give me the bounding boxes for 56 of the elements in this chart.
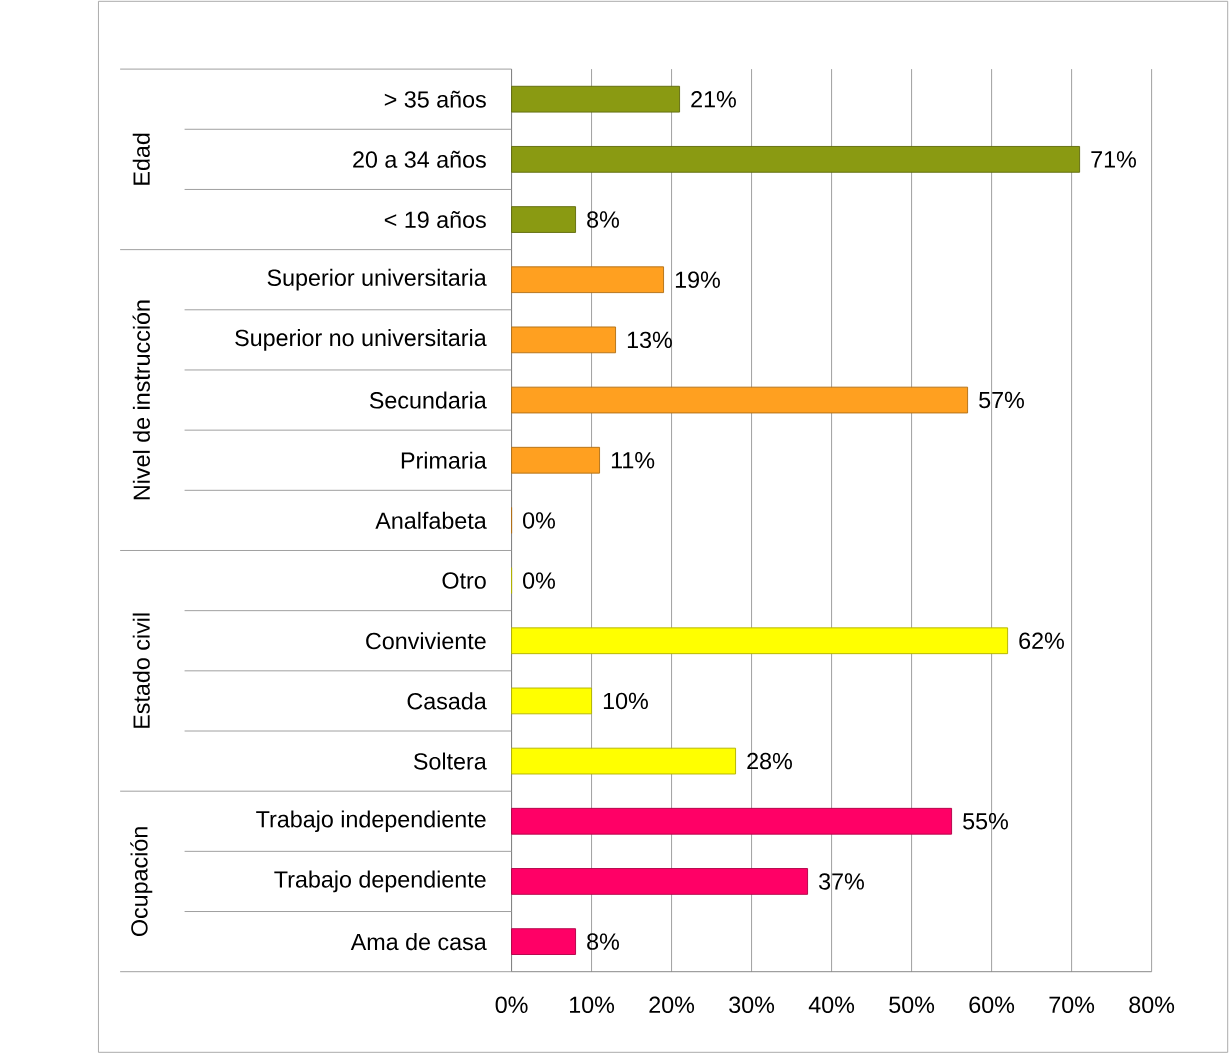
y-tick-label: Trabajo independiente (256, 810, 486, 833)
y-tick-label: < 19 años (384, 211, 486, 229)
y-tick-label: Conviviente (366, 632, 486, 650)
y-tick-label: Secundaria (369, 391, 487, 409)
data-label: 55% (963, 813, 1008, 830)
bar (511, 206, 577, 234)
x-tick-label: 70% (1049, 996, 1095, 1014)
data-label: 0% (523, 512, 555, 529)
bar (511, 266, 665, 294)
bar (511, 747, 737, 775)
data-label: 8% (587, 933, 619, 951)
bar (511, 868, 809, 895)
bar (511, 808, 953, 835)
data-label: 13% (627, 331, 672, 349)
y-tick-label: Otro (442, 572, 486, 589)
data-label: 8% (587, 211, 619, 228)
data-label: 28% (747, 753, 792, 770)
bar (511, 326, 617, 354)
x-tick-label: 10% (570, 996, 615, 1014)
x-tick-label: 20% (649, 996, 695, 1014)
bar (511, 86, 681, 113)
data-label: 0% (523, 572, 555, 589)
text: Estado civil (132, 613, 150, 729)
x-tick-label: 30% (729, 996, 775, 1014)
y-tick-label: Trabajo dependiente (274, 870, 486, 893)
y-tick-label: Casada (407, 692, 487, 710)
data-label: 21% (691, 91, 736, 108)
bar (511, 627, 1009, 655)
bar (511, 928, 577, 956)
bar (511, 146, 1081, 173)
x-tick-label: 80% (1129, 996, 1175, 1014)
x-tick-label: 50% (889, 996, 935, 1014)
data-label: 71% (1091, 151, 1136, 168)
y-tick-label: Superior universitaria (267, 269, 487, 291)
x-tick-label: 0% (495, 996, 528, 1014)
y-tick-label: Superior no universitaria (235, 329, 487, 351)
data-label: 19% (675, 271, 720, 289)
data-label: 57% (979, 392, 1024, 409)
x-tick-label: 40% (808, 996, 855, 1014)
data-label: 62% (1019, 632, 1064, 650)
y-tick-label: Analfabeta (375, 512, 487, 530)
y-tick-label: Primaria (401, 451, 487, 469)
y-tick-label: 20 a 34 años (353, 151, 486, 168)
data-label: 10% (603, 692, 648, 710)
text: Nivel de instrucción (132, 300, 150, 500)
text: Ocupación (130, 827, 153, 937)
bar (511, 386, 969, 414)
y-tick-label: > 35 años (384, 90, 486, 108)
data-label: 37% (819, 873, 864, 890)
y-tick-label: Ama de casa (350, 933, 487, 951)
y-tick-label: Soltera (413, 752, 487, 770)
bar (511, 687, 593, 715)
data-label: 11% (611, 452, 655, 469)
bar (511, 447, 601, 474)
text: Edad (132, 133, 150, 185)
x-tick-label: 60% (969, 996, 1015, 1014)
